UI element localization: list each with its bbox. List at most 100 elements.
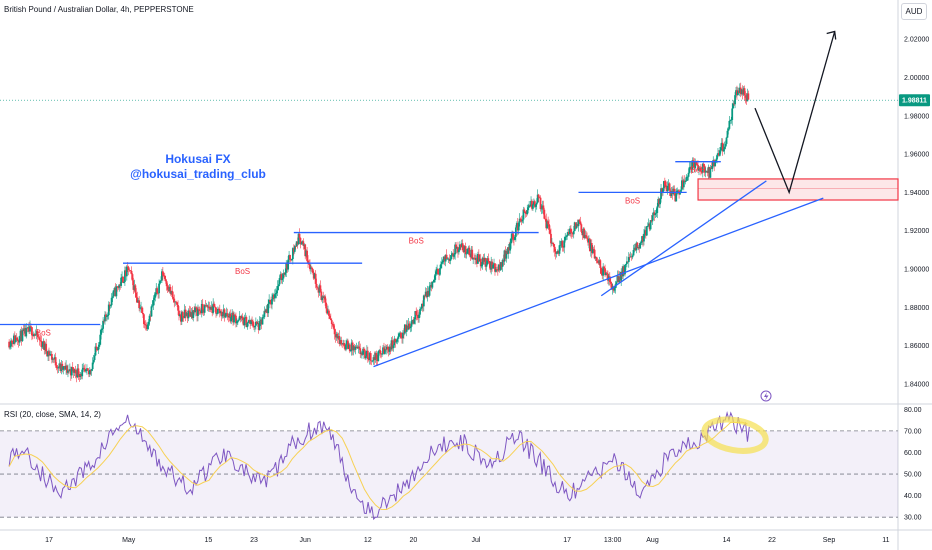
candle-body	[496, 269, 499, 271]
currency-label[interactable]: AUD	[901, 3, 927, 20]
candle-body	[396, 338, 399, 342]
price-tick-label: 1.90000	[904, 266, 929, 273]
candle-body	[376, 359, 379, 362]
candle-body	[444, 254, 447, 262]
candle-body	[597, 262, 600, 264]
candle-body	[458, 244, 461, 250]
candle-body	[181, 312, 184, 318]
candle-body	[570, 232, 573, 234]
candle-body	[729, 120, 732, 122]
candle-body	[326, 308, 328, 314]
price-tick-label: 1.94000	[904, 190, 929, 197]
candle-body	[564, 237, 567, 241]
candle-body	[730, 119, 733, 121]
candle-body	[278, 278, 281, 285]
candle-body	[126, 266, 129, 268]
time-tick-label: Aug	[646, 537, 659, 544]
candle-body	[203, 305, 206, 313]
candle-body	[234, 314, 236, 316]
candle-body	[431, 282, 434, 288]
candle-body	[309, 267, 312, 270]
candle-body	[615, 282, 618, 285]
candle-body	[348, 344, 351, 352]
candle-body	[722, 149, 725, 152]
candle-body	[162, 275, 165, 276]
candle-body	[120, 277, 123, 286]
candle-body	[366, 350, 369, 359]
candle-body	[109, 305, 112, 306]
candle-body	[518, 218, 521, 223]
candle-body	[105, 314, 107, 317]
candle-body	[17, 340, 20, 343]
candle-body	[381, 353, 383, 355]
candle-body	[677, 190, 680, 192]
candle-body	[254, 325, 256, 328]
candle-body	[87, 370, 90, 375]
candle-body	[349, 350, 352, 352]
candle-body	[379, 350, 382, 354]
candle-body	[455, 244, 457, 249]
candle-body	[188, 310, 191, 312]
candle-body	[380, 353, 383, 355]
candle-body	[121, 276, 123, 278]
candle-body	[691, 160, 694, 170]
candle-body	[301, 241, 304, 244]
candle-body	[631, 255, 634, 258]
candle-body	[19, 330, 22, 337]
candle-body	[87, 368, 89, 371]
candle-body	[49, 353, 52, 355]
candle-body	[163, 275, 166, 279]
candle-body	[604, 268, 606, 276]
candle-body	[382, 347, 384, 354]
candle-body	[383, 347, 385, 354]
last-price-label: 1.98811	[902, 98, 927, 105]
candle-body	[31, 327, 33, 336]
candle-body	[385, 346, 388, 350]
candle-body	[734, 95, 736, 105]
candle-body	[488, 261, 491, 264]
candle-body	[718, 153, 720, 156]
candle-body	[403, 324, 406, 334]
candle-body	[285, 262, 288, 273]
candle-body	[347, 340, 349, 349]
candle-body	[358, 346, 361, 349]
candle-body	[183, 309, 186, 319]
candle-body	[616, 276, 619, 283]
candle-body	[437, 268, 439, 275]
candle-body	[559, 244, 562, 246]
candle-body	[490, 261, 493, 270]
price-tick-label: 1.88000	[904, 305, 929, 312]
candle-body	[323, 296, 326, 298]
candle-body	[96, 348, 99, 351]
candle-body	[14, 337, 17, 343]
candle-body	[399, 332, 401, 334]
candle-body	[230, 317, 233, 322]
candle-body	[674, 191, 677, 202]
candle-body	[551, 242, 553, 244]
candle-body	[642, 236, 644, 242]
candle-body	[100, 330, 103, 335]
candle-body	[506, 250, 509, 254]
candle-body	[577, 219, 580, 227]
candle-body	[58, 363, 61, 368]
candle-body	[12, 335, 15, 344]
candle-body	[118, 284, 121, 288]
candle-body	[392, 345, 395, 349]
candle-body	[78, 375, 81, 377]
bos-label: BoS	[235, 267, 250, 276]
candle-body	[144, 324, 147, 326]
candle-body	[690, 166, 693, 170]
candle-body	[329, 318, 332, 321]
candle-body	[504, 250, 507, 259]
rsi-tick-label: 60.00	[904, 450, 922, 457]
candle-body	[443, 256, 446, 262]
candle-body	[652, 212, 655, 216]
candle-body	[363, 348, 365, 351]
candle-body	[413, 319, 416, 324]
candle-body	[412, 319, 415, 324]
candle-body	[495, 269, 497, 272]
candle-body	[184, 309, 187, 316]
candle-body	[243, 317, 246, 326]
candle-body	[142, 314, 145, 325]
